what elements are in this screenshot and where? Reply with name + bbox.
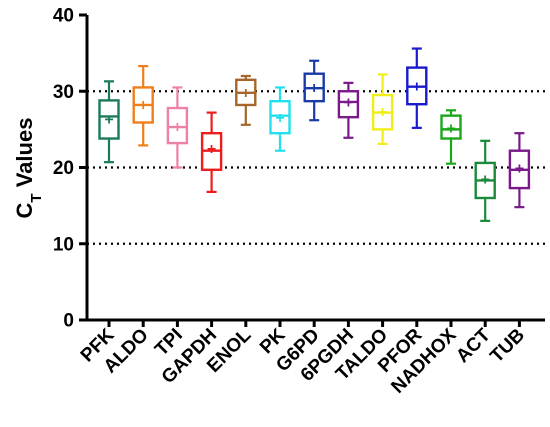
box-6pgdh: + [337, 81, 360, 139]
mean-marker: + [446, 121, 455, 138]
box-act: + [474, 139, 496, 222]
box-iqr [98, 99, 120, 140]
y-tick-label-10: 10 [53, 234, 74, 255]
box-iqr [337, 90, 360, 119]
mean-marker: + [412, 79, 421, 96]
box-tub: + [508, 132, 531, 209]
mean-marker: + [139, 97, 148, 114]
category-label-act: ACT [452, 324, 495, 367]
y-tick-label-20: 20 [53, 158, 74, 179]
mean-marker: + [104, 111, 113, 128]
box-aldo: + [132, 64, 154, 147]
mean-marker: + [207, 141, 216, 158]
box-iqr [440, 114, 462, 140]
box-layer: + + + + + + + + + + + + + [98, 47, 531, 222]
y-axis-label: CT Values [12, 118, 45, 219]
y-tick-label-0: 0 [63, 311, 74, 332]
box-pfor: + [406, 47, 428, 129]
box-taldo: + [371, 73, 394, 145]
mean-marker: + [344, 95, 353, 112]
box-iqr [269, 99, 291, 135]
box-tpi: + [166, 86, 189, 169]
mean-marker: + [241, 85, 250, 102]
mean-marker: + [515, 160, 524, 177]
y-tick-label-30: 30 [53, 82, 74, 103]
y-axis-label-main: C [12, 202, 37, 218]
box-pfk: + [98, 80, 120, 164]
y-axis-label-sub: T [28, 193, 45, 202]
box-enol: + [235, 74, 257, 126]
box-pk: + [269, 86, 291, 152]
category-label-tub: TUB [486, 325, 528, 367]
mean-marker: + [378, 104, 387, 121]
axis-layer: 0 10 20 30 40 [53, 6, 545, 332]
y-axis-label-rest: Values [12, 118, 37, 194]
mean-marker: + [481, 172, 490, 189]
box-g6pd: + [303, 59, 325, 122]
box-iqr [166, 106, 189, 145]
y-tick-label-40: 40 [53, 6, 74, 27]
mean-marker: + [310, 80, 319, 97]
mean-marker: + [275, 110, 284, 127]
mean-marker: + [173, 119, 182, 136]
box-gapdh: + [200, 111, 223, 193]
box-nadhox: + [440, 109, 462, 165]
